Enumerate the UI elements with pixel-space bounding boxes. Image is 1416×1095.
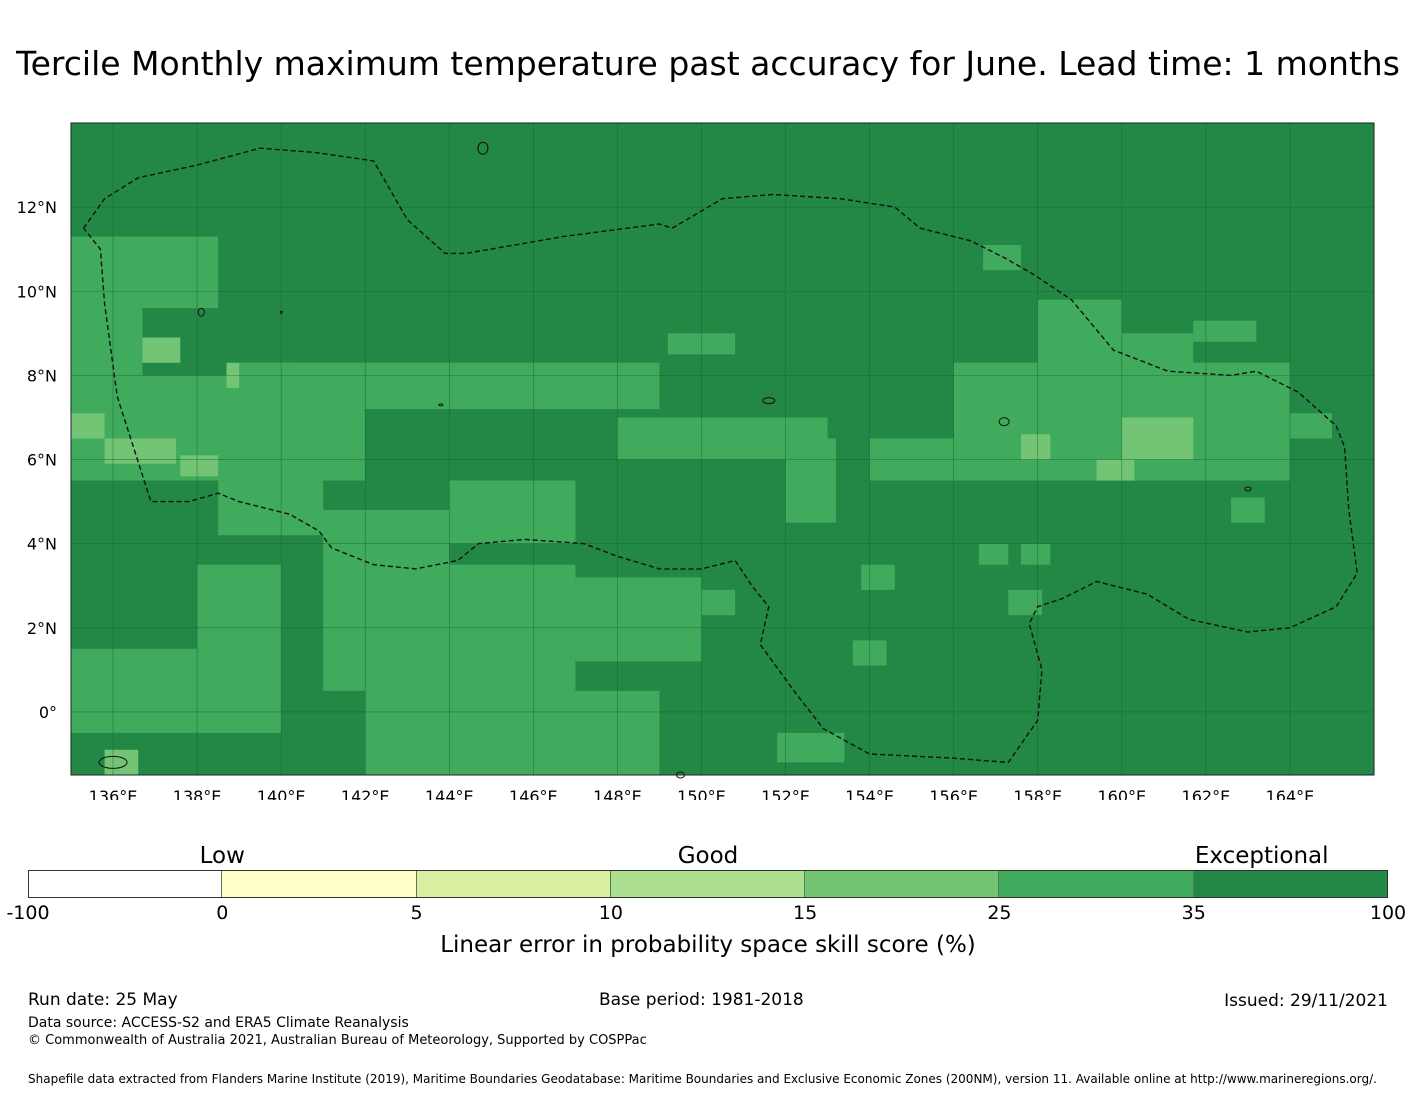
skill-cell (1008, 589, 1042, 616)
colorbar-segment (222, 870, 417, 898)
eez-boundary (83, 147, 1358, 764)
skill-cell (978, 543, 1009, 565)
island-outline (197, 307, 205, 317)
map-frame (70, 122, 1375, 776)
data-source: Data source: ACCESS-S2 and ERA5 Climate … (28, 1015, 409, 1031)
colorbar (28, 870, 1388, 898)
colorbar-tick-label: -100 (6, 902, 50, 924)
colorbar-tick-label: 5 (410, 902, 423, 924)
longitude-label: 162°E (1182, 787, 1231, 800)
colorbar-segment (416, 870, 611, 898)
colorbar-segment (28, 870, 223, 898)
skill-cell (861, 564, 895, 590)
skill-cell (701, 589, 736, 616)
island-outline (762, 397, 776, 405)
skill-cell (1231, 497, 1265, 523)
longitude-label: 154°E (845, 787, 894, 800)
longitude-label: 150°E (677, 787, 726, 800)
longitude-label: 138°E (173, 787, 222, 800)
skill-map: 12°N 10°N 8°N 6°N 4°N 2°N 0° 136°E 138°E 140°E 14… (17, 122, 1375, 800)
island-outline (438, 403, 444, 407)
skill-cell (575, 577, 702, 662)
latitude-label: 2°N (27, 619, 57, 638)
longitude-label: 144°E (425, 787, 474, 800)
longitude-label: 158°E (1013, 787, 1062, 800)
skill-cell (142, 337, 181, 363)
colorbar-segment (1193, 870, 1388, 898)
skill-cell (1020, 434, 1051, 460)
colorbar-label: Linear error in probability space skill … (440, 932, 976, 958)
latitude-label: 8°N (27, 366, 57, 385)
latitude-label: 12°N (17, 198, 57, 217)
skill-cell (323, 509, 450, 569)
skill-cell (218, 476, 324, 536)
skill-cell (71, 648, 198, 733)
latitude-label: 10°N (17, 282, 57, 301)
latitude-label: 4°N (27, 535, 57, 554)
latitude-label: 6°N (27, 451, 57, 470)
longitude-label: 148°E (593, 787, 642, 800)
skill-grid (71, 123, 1374, 775)
colorbar-tick-label: 100 (1369, 902, 1407, 924)
skill-cell (785, 438, 836, 523)
colorbar-segment (805, 870, 1000, 898)
island-outline (998, 417, 1010, 427)
longitude-label: 152°E (761, 787, 810, 800)
map-title: Tercile Monthly maximum temperature past… (16, 44, 1400, 83)
longitude-label: 142°E (341, 787, 390, 800)
colorbar-tick-label: 15 (793, 902, 818, 924)
longitude-label: 146°E (509, 787, 558, 800)
skill-cell (71, 413, 105, 439)
colorbar-tick-label: 25 (987, 902, 1012, 924)
skill-cell (104, 749, 139, 775)
colorbar-category-label: Exceptional (1194, 843, 1329, 869)
island-outline (1244, 486, 1252, 492)
skill-cell (1020, 543, 1051, 565)
colorbar-tick-label: 0 (216, 902, 229, 924)
island-outline (279, 310, 283, 314)
island-outline (477, 141, 489, 155)
colorbar-category-label: Low (199, 843, 245, 869)
skill-cell (1121, 417, 1194, 460)
skill-cell (1037, 299, 1122, 376)
colorbar-tick-label: 10 (598, 902, 623, 924)
skill-cell (1193, 320, 1257, 342)
colorbar-tick-label: 35 (1181, 902, 1206, 924)
longitude-label: 160°E (1097, 787, 1146, 800)
shapefile-credit: Shapefile data extracted from Flanders M… (28, 1072, 1377, 1086)
island-outlines (98, 141, 1252, 779)
latitude-label: 0° (39, 703, 57, 722)
run-date: Run date: 25 May (28, 990, 178, 1010)
issued-date: Issued: 29/11/2021 (1224, 991, 1388, 1011)
skill-cell (449, 480, 576, 544)
copyright: © Commonwealth of Australia 2021, Austra… (28, 1033, 647, 1048)
island-outline (98, 755, 128, 769)
colorbar-segment (999, 870, 1194, 898)
base-period: Base period: 1981-2018 (599, 990, 804, 1010)
skill-cell (104, 438, 177, 464)
colorbar-category-label: Good (677, 843, 739, 869)
skill-cell (197, 564, 282, 733)
longitude-labels: 136°E 138°E 140°E 142°E 144°E 146°E 148°E 150°E… (89, 787, 1315, 800)
skill-cell (1096, 459, 1135, 481)
colorbar-segment (610, 870, 806, 898)
longitude-label: 140°E (257, 787, 306, 800)
latitude-labels: 12°N 10°N 8°N 6°N 4°N 2°N 0° (17, 198, 57, 722)
skill-cell (1121, 333, 1194, 376)
skill-cell (180, 455, 219, 477)
graticule (71, 123, 1374, 775)
skill-cell (71, 236, 219, 309)
skill-cell (1256, 413, 1332, 439)
skill-cell (365, 690, 660, 775)
skill-cell (281, 409, 366, 481)
skill-cell (777, 732, 845, 763)
longitude-label: 164°E (1266, 787, 1315, 800)
longitude-label: 136°E (89, 787, 138, 800)
longitude-label: 156°E (929, 787, 978, 800)
skill-cell (983, 244, 1021, 271)
